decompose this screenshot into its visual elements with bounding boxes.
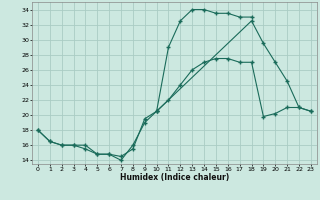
X-axis label: Humidex (Indice chaleur): Humidex (Indice chaleur): [120, 173, 229, 182]
